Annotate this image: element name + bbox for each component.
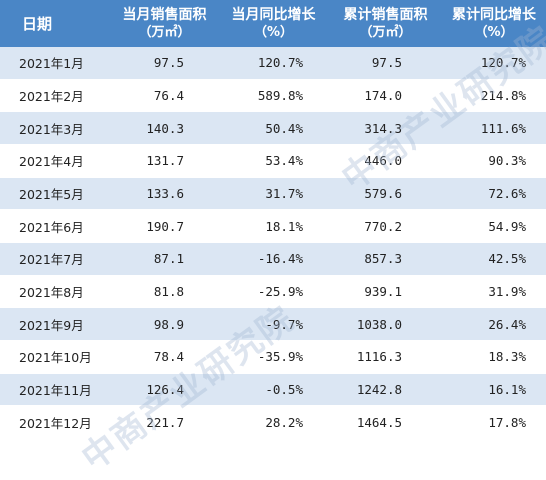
header-monthly-area-label: 当月销售面积	[122, 6, 207, 23]
cell-cumulative-yoy: 31.9%	[488, 283, 526, 299]
header-monthly-yoy: 当月同比增长 （%）	[218, 0, 329, 47]
header-cumulative-area-unit: （万㎡）	[359, 24, 412, 40]
header-cumulative-yoy: 累计同比增长 （%）	[442, 0, 546, 47]
cell-date: 2021年11月	[19, 382, 92, 398]
cell-monthly-area: 87.1	[153, 251, 184, 267]
cell-cumulative-area: 97.5	[371, 55, 402, 71]
cell-cumulative-area: 1464.5	[356, 414, 402, 430]
header-cumulative-area: 累计销售面积 （万㎡）	[329, 0, 442, 47]
cell-monthly-area: 140.3	[146, 120, 184, 136]
cell-cumulative-yoy: 54.9%	[488, 218, 526, 234]
cell-monthly-yoy: 120.7%	[257, 55, 303, 71]
cell-cumulative-area: 314.3	[364, 120, 402, 136]
header-date: 日期	[0, 0, 111, 47]
cell-cumulative-area: 857.3	[364, 251, 402, 267]
table-row: 2021年7月 87.1 -16.4% 857.3 42.5%	[0, 242, 546, 276]
cell-monthly-area: 81.8	[153, 283, 184, 299]
cell-cumulative-yoy: 214.8%	[480, 87, 526, 103]
cell-monthly-area: 97.5	[153, 55, 184, 71]
cell-monthly-area: 76.4	[153, 87, 184, 103]
cell-cumulative-yoy: 90.3%	[488, 153, 526, 169]
cell-monthly-area: 190.7	[146, 218, 184, 234]
cell-monthly-yoy: 589.8%	[257, 87, 303, 103]
cell-monthly-yoy: -9.7%	[265, 316, 303, 332]
header-monthly-area: 当月销售面积 （万㎡）	[111, 0, 218, 47]
header-monthly-area-unit: （万㎡）	[138, 24, 191, 40]
cell-cumulative-area: 1242.8	[356, 381, 402, 397]
cell-cumulative-area: 770.2	[364, 218, 402, 234]
header-monthly-yoy-unit: （%）	[253, 24, 294, 40]
cell-cumulative-area: 1038.0	[356, 316, 402, 332]
cell-monthly-area: 126.4	[146, 381, 184, 397]
table-row: 2021年6月 190.7 18.1% 770.2 54.9%	[0, 210, 546, 243]
table-row: 2021年5月 133.6 31.7% 579.6 72.6%	[0, 177, 546, 211]
cell-monthly-yoy: -35.9%	[257, 349, 303, 365]
cell-cumulative-yoy: 16.1%	[488, 381, 526, 397]
cell-date: 2021年5月	[19, 186, 84, 202]
cell-monthly-area: 131.7	[146, 153, 184, 169]
cell-monthly-yoy: -0.5%	[265, 381, 303, 397]
table-row: 2021年1月 97.5 120.7% 97.5 120.7%	[0, 47, 546, 80]
cell-date: 2021年4月	[19, 154, 84, 170]
cell-monthly-yoy: 18.1%	[265, 218, 303, 234]
cell-monthly-area: 78.4	[153, 349, 184, 365]
cell-date: 2021年1月	[19, 56, 84, 72]
table-row: 2021年8月 81.8 -25.9% 939.1 31.9%	[0, 275, 546, 309]
cell-date: 2021年7月	[19, 252, 84, 268]
header-cumulative-yoy-unit: （%）	[474, 24, 514, 40]
header-cumulative-yoy-label: 累计同比增长	[452, 6, 536, 23]
cell-monthly-yoy: 53.4%	[265, 153, 303, 169]
cell-date: 2021年9月	[19, 317, 84, 333]
cell-date: 2021年6月	[19, 219, 84, 235]
table-row: 2021年11月 126.4 -0.5% 1242.8 16.1%	[0, 373, 546, 407]
header-date-label: 日期	[22, 14, 53, 33]
cell-date: 2021年3月	[19, 121, 84, 137]
cell-cumulative-area: 446.0	[364, 153, 402, 169]
cell-monthly-yoy: 28.2%	[265, 414, 303, 430]
cell-cumulative-area: 939.1	[364, 283, 402, 299]
cell-cumulative-area: 1116.3	[356, 349, 402, 365]
cell-monthly-area: 221.7	[146, 414, 184, 430]
cell-monthly-yoy: -25.9%	[257, 283, 303, 299]
table-row: 2021年4月 131.7 53.4% 446.0 90.3%	[0, 144, 546, 178]
cell-monthly-yoy: 50.4%	[265, 120, 303, 136]
cell-monthly-yoy: 31.7%	[265, 185, 303, 201]
cell-cumulative-yoy: 72.6%	[488, 185, 526, 201]
header-cumulative-area-label: 累计销售面积	[343, 6, 428, 23]
header-monthly-yoy-label: 当月同比增长	[231, 6, 316, 23]
cell-monthly-yoy: -16.4%	[257, 251, 303, 267]
cell-cumulative-yoy: 111.6%	[480, 120, 526, 136]
cell-cumulative-yoy: 26.4%	[488, 316, 526, 332]
cell-date: 2021年2月	[19, 88, 84, 104]
cell-monthly-area: 98.9	[153, 316, 184, 332]
cell-date: 2021年8月	[19, 284, 84, 300]
table-row: 2021年12月 221.7 28.2% 1464.5 17.8%	[0, 406, 546, 439]
cell-cumulative-yoy: 18.3%	[488, 349, 526, 365]
cell-monthly-area: 133.6	[146, 185, 184, 201]
cell-cumulative-area: 174.0	[364, 87, 402, 103]
table-row: 2021年2月 76.4 589.8% 174.0 214.8%	[0, 79, 546, 113]
table-row: 2021年9月 98.9 -9.7% 1038.0 26.4%	[0, 308, 546, 341]
cell-date: 2021年10月	[19, 350, 92, 366]
data-table: 日期 当月销售面积 （万㎡） 当月同比增长 （%） 累计销售面积 （万㎡） 累计…	[0, 0, 546, 439]
table-header: 日期 当月销售面积 （万㎡） 当月同比增长 （%） 累计销售面积 （万㎡） 累计…	[0, 0, 546, 47]
table-row: 2021年3月 140.3 50.4% 314.3 111.6%	[0, 112, 546, 145]
table-row: 2021年10月 78.4 -35.9% 1116.3 18.3%	[0, 340, 546, 374]
cell-date: 2021年12月	[19, 415, 92, 431]
cell-cumulative-yoy: 17.8%	[488, 414, 526, 430]
cell-cumulative-area: 579.6	[364, 185, 402, 201]
cell-cumulative-yoy: 42.5%	[488, 251, 526, 267]
cell-cumulative-yoy: 120.7%	[480, 55, 526, 71]
